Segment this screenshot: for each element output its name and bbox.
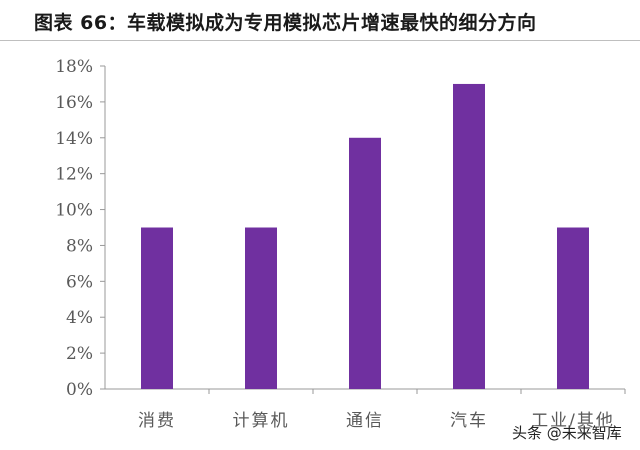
bar	[141, 227, 173, 389]
x-tick-label: 工业/其他	[531, 411, 615, 431]
bar	[245, 227, 277, 389]
bar	[453, 83, 485, 389]
x-tick-label: 汽车	[450, 411, 488, 431]
x-tick-label: 消费	[138, 411, 176, 431]
watermark: 头条 @未来智库	[512, 424, 622, 442]
y-tick-label: 2%	[66, 344, 93, 364]
bar	[349, 137, 381, 389]
y-tick-label: 14%	[55, 129, 93, 149]
y-tick-label: 6%	[66, 272, 93, 292]
y-tick-label: 8%	[66, 236, 93, 256]
y-tick-label: 16%	[55, 93, 93, 113]
x-tick-label: 计算机	[233, 411, 290, 431]
bar	[557, 227, 589, 389]
y-tick-label: 10%	[55, 201, 93, 221]
x-tick-label: 通信	[346, 411, 384, 431]
bar-series	[141, 83, 589, 389]
y-tick-label: 0%	[66, 380, 93, 400]
y-tick-label: 4%	[66, 308, 93, 328]
y-axis: 0% 2% 4% 6% 8% 10% 12% 14% 16% 18%	[55, 57, 106, 400]
title-divider	[0, 40, 640, 41]
y-tick-label: 18%	[55, 57, 93, 77]
y-tick-label: 12%	[55, 165, 93, 185]
chart-title: 图表 66：车载模拟成为专用模拟芯片增速最快的细分方向	[34, 12, 537, 34]
